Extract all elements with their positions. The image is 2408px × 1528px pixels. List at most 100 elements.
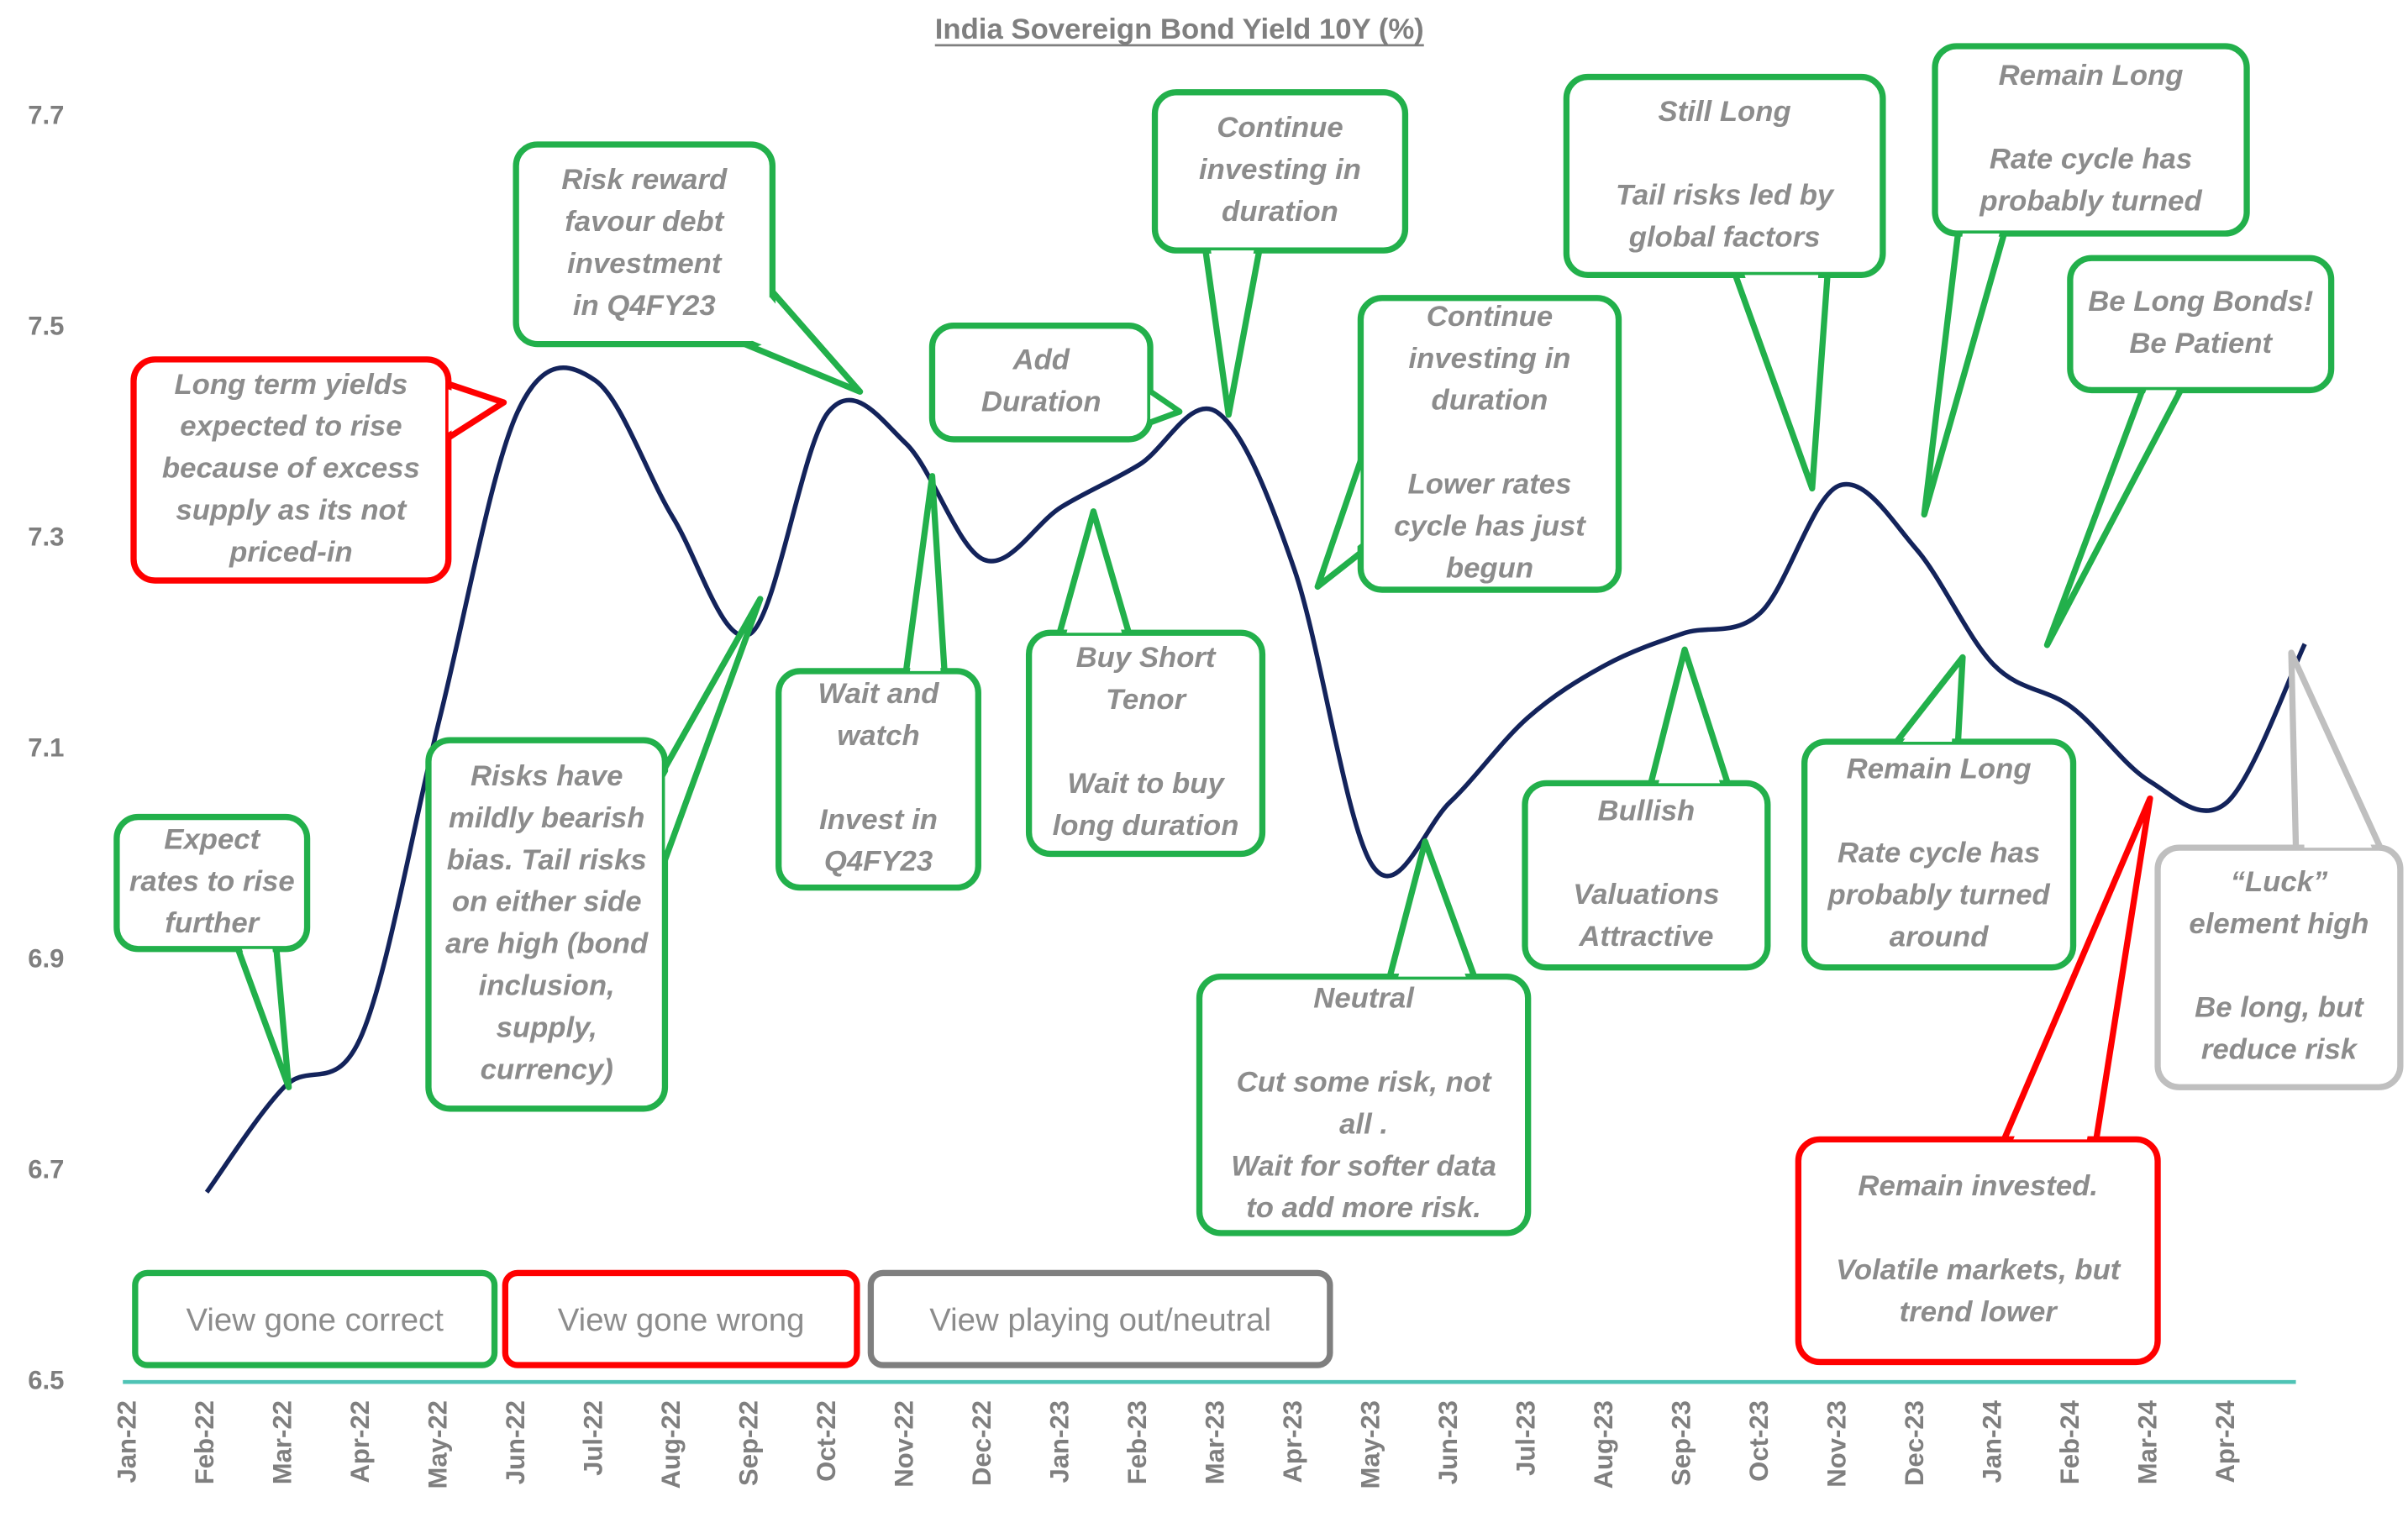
pointer-seam	[909, 515, 941, 671]
pointer-seam	[1211, 250, 1254, 382]
callout-box	[1795, 1136, 2161, 1366]
callout-text: Cut some risk, not	[1237, 1066, 1492, 1098]
callout: Still Long Tail risks led by global factor…	[1563, 73, 1886, 492]
callout-box	[776, 668, 981, 891]
callout-text: currency)	[481, 1053, 613, 1085]
y-tick-label: 7.7	[28, 100, 64, 129]
callout-text: because of excess	[162, 453, 420, 485]
y-tick-label: 7.1	[28, 732, 64, 762]
callout-text: favour debt	[565, 206, 724, 238]
callout-pointer	[661, 596, 764, 864]
legend-label: View gone wrong	[558, 1302, 805, 1338]
x-tick-label: Feb-22	[190, 1400, 219, 1484]
callout-text: probably turned	[1827, 879, 2050, 911]
pointer-seam	[1066, 535, 1123, 633]
x-tick-label: Sep-23	[1666, 1400, 1696, 1486]
callout-text: probably turned	[1979, 186, 2202, 218]
callout-text: Long term yields	[174, 369, 407, 401]
callout-box	[513, 141, 776, 348]
callout-pointer	[2043, 386, 2185, 648]
callout-text: Attractive	[1578, 921, 1713, 953]
callout-text: mildly bearish	[449, 802, 644, 834]
callout-box	[928, 323, 1154, 443]
callout-box	[2154, 844, 2404, 1090]
x-tick-label: Apr-23	[1278, 1400, 1307, 1483]
callout-text: Be Patient	[2129, 328, 2273, 360]
callout-text: Rate cycle has	[1838, 838, 2040, 869]
x-tick-label: Mar-24	[2132, 1399, 2162, 1484]
callout-text: reduce risk	[2201, 1034, 2358, 1066]
callout-text: Bullish	[1598, 795, 1696, 827]
x-tick-label: Jun-23	[1433, 1400, 1463, 1484]
x-tick-label: May-22	[423, 1400, 453, 1489]
pointer-seam	[1744, 275, 1819, 446]
callout: Continue investing in duration	[1151, 89, 1409, 418]
callout-box	[130, 356, 452, 584]
callout-text: investing in	[1199, 154, 1361, 186]
x-tick-label: Dec-23	[1900, 1400, 1929, 1486]
pointer-seam	[448, 389, 493, 433]
callout-text: Risk reward	[561, 164, 728, 196]
yield-line	[204, 365, 2307, 1194]
callout-text: on either side	[452, 886, 642, 918]
callout-text: investing in	[1409, 343, 1571, 375]
callout: Risks have mildly bearish bias. Tail risks…	[425, 596, 764, 1112]
callout-text: to add more risk.	[1246, 1192, 1481, 1224]
y-tick-label: 6.9	[28, 943, 64, 973]
callout-text: investment	[567, 248, 723, 280]
callout-text: Risks have	[471, 760, 623, 792]
x-tick-label: Mar-22	[268, 1400, 297, 1484]
callout-box	[1522, 780, 1771, 971]
callout-text: duration	[1432, 385, 1548, 417]
legend-box	[867, 1269, 1333, 1368]
callout: Neutral Cut some risk, not all . Wait for s…	[1196, 838, 1532, 1237]
callout: Buy Short Tenor Wait to buy long duration	[1025, 508, 1266, 858]
callout-text: long duration	[1053, 810, 1239, 842]
x-tick-label: Oct-23	[1744, 1400, 1774, 1482]
pointer-seam	[241, 948, 283, 1060]
callout: Risk reward favour debt investment in Q4FY2…	[513, 141, 864, 395]
callout-text: Neutral	[1313, 983, 1415, 1015]
callout: Remain Long Rate cycle has probably turned…	[1801, 654, 2077, 971]
callout-text: Remain Long	[1999, 60, 2184, 92]
legend-box	[502, 1269, 860, 1368]
callout-text: Volatile markets, but	[1836, 1254, 2121, 1286]
pointer-seam	[665, 642, 742, 851]
callout-text: bias. Tail risks	[447, 844, 647, 876]
callout-text: Duration	[981, 386, 1101, 417]
x-tick-label: Apr-22	[345, 1400, 375, 1483]
callout-text: Remain invested.	[1858, 1170, 2098, 1202]
callout-text: all .	[1339, 1108, 1388, 1140]
callout: “Luck” element high Be long, but reduce ris…	[2154, 649, 2404, 1090]
legend-label: View gone correct	[186, 1302, 444, 1338]
callout-text: Valuations	[1573, 879, 1719, 911]
callout-box	[1025, 629, 1266, 858]
x-tick-label: Jul-22	[579, 1400, 608, 1476]
x-tick-label: Aug-22	[656, 1400, 686, 1489]
callout-text: Wait to buy	[1067, 768, 1225, 800]
x-tick-label: Mar-23	[1201, 1400, 1230, 1484]
callout-text: begun	[1446, 552, 1533, 584]
callout-box	[2067, 255, 2335, 394]
callout-box	[1196, 973, 1532, 1237]
x-tick-label: Jan-24	[1977, 1399, 2006, 1483]
callout: Remain invested. Volatile markets, but tre…	[1795, 795, 2161, 1366]
pointer-seam	[1659, 676, 1721, 784]
callout-text: supply as its not	[176, 495, 407, 527]
chart-title: India Sovereign Bond Yield 10Y (%)	[935, 13, 1424, 45]
callout: Remain Long Rate cycle has probably turned	[1921, 43, 2250, 518]
callout-box	[1563, 73, 1886, 278]
callout: Wait and watch Invest in Q4FY23	[776, 473, 981, 891]
pointer-seam	[1935, 233, 2000, 459]
callout-text: Still Long	[1659, 96, 1791, 128]
callout-text: Continue	[1427, 301, 1553, 333]
x-tick-label: Nov-22	[890, 1400, 919, 1488]
callout: Bullish Valuations Attractive	[1522, 646, 1771, 971]
x-tick-label: Feb-23	[1123, 1400, 1152, 1484]
callout-text: Tenor	[1106, 684, 1188, 716]
callout-text: element high	[2189, 908, 2369, 940]
callout-text: in Q4FY23	[573, 290, 716, 322]
callout-text: Invest in	[819, 804, 938, 836]
callout-text: Be Long Bonds!	[2088, 286, 2313, 318]
callout-text: watch	[837, 720, 919, 752]
